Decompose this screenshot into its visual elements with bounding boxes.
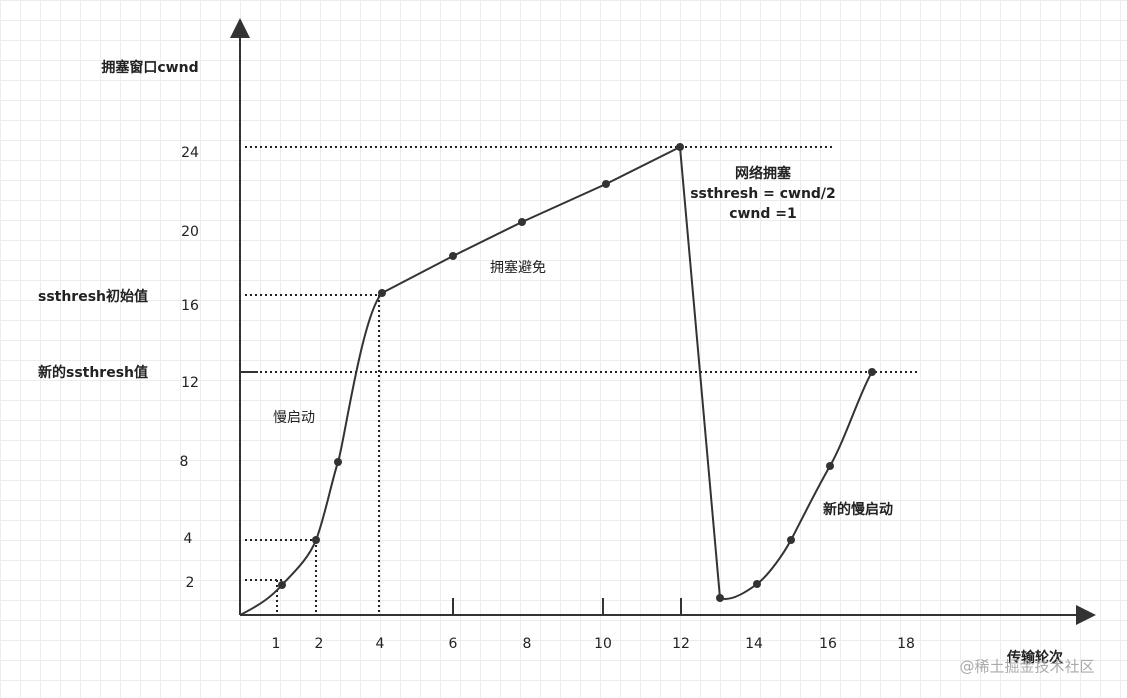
guides xyxy=(245,146,920,615)
tick-label: 10 xyxy=(594,636,612,652)
tick-label: 16 xyxy=(819,636,837,652)
tick-label: 20 xyxy=(181,224,199,240)
tick-label: 8 xyxy=(523,636,532,652)
side-label: ssthresh初始值 xyxy=(38,288,148,305)
tick-label: 1 xyxy=(272,636,281,652)
tick-label: 8 xyxy=(180,454,189,470)
cwnd-curve xyxy=(239,143,876,616)
side-label: 新的ssthresh值 xyxy=(38,364,148,381)
annotation: cwnd =1 xyxy=(729,206,797,222)
tick-label: 4 xyxy=(184,531,193,547)
tick-label: 2 xyxy=(315,636,324,652)
x-axis-title: 传输轮次 xyxy=(1006,649,1063,666)
tick-label: 2 xyxy=(186,575,195,591)
tick-label: 12 xyxy=(181,375,199,391)
annotation: 拥塞避免 xyxy=(490,259,546,276)
watermark: @稀土掘金技术社区 xyxy=(959,658,1094,676)
tick-label: 4 xyxy=(376,636,385,652)
axes xyxy=(230,18,1096,625)
y-axis-title: 拥塞窗口cwnd xyxy=(101,59,198,76)
annotation: 新的慢启动 xyxy=(823,501,893,518)
tick-label: 6 xyxy=(449,636,458,652)
tick-label: 14 xyxy=(745,636,763,652)
tick-label: 18 xyxy=(897,636,915,652)
tick-label: 12 xyxy=(672,636,690,652)
annotation: 网络拥塞 xyxy=(735,165,792,182)
annotation: 慢启动 xyxy=(273,409,315,426)
tick-label: 24 xyxy=(181,145,199,161)
tick-label: 16 xyxy=(181,298,199,314)
annotation: ssthresh = cwnd/2 xyxy=(690,186,836,202)
